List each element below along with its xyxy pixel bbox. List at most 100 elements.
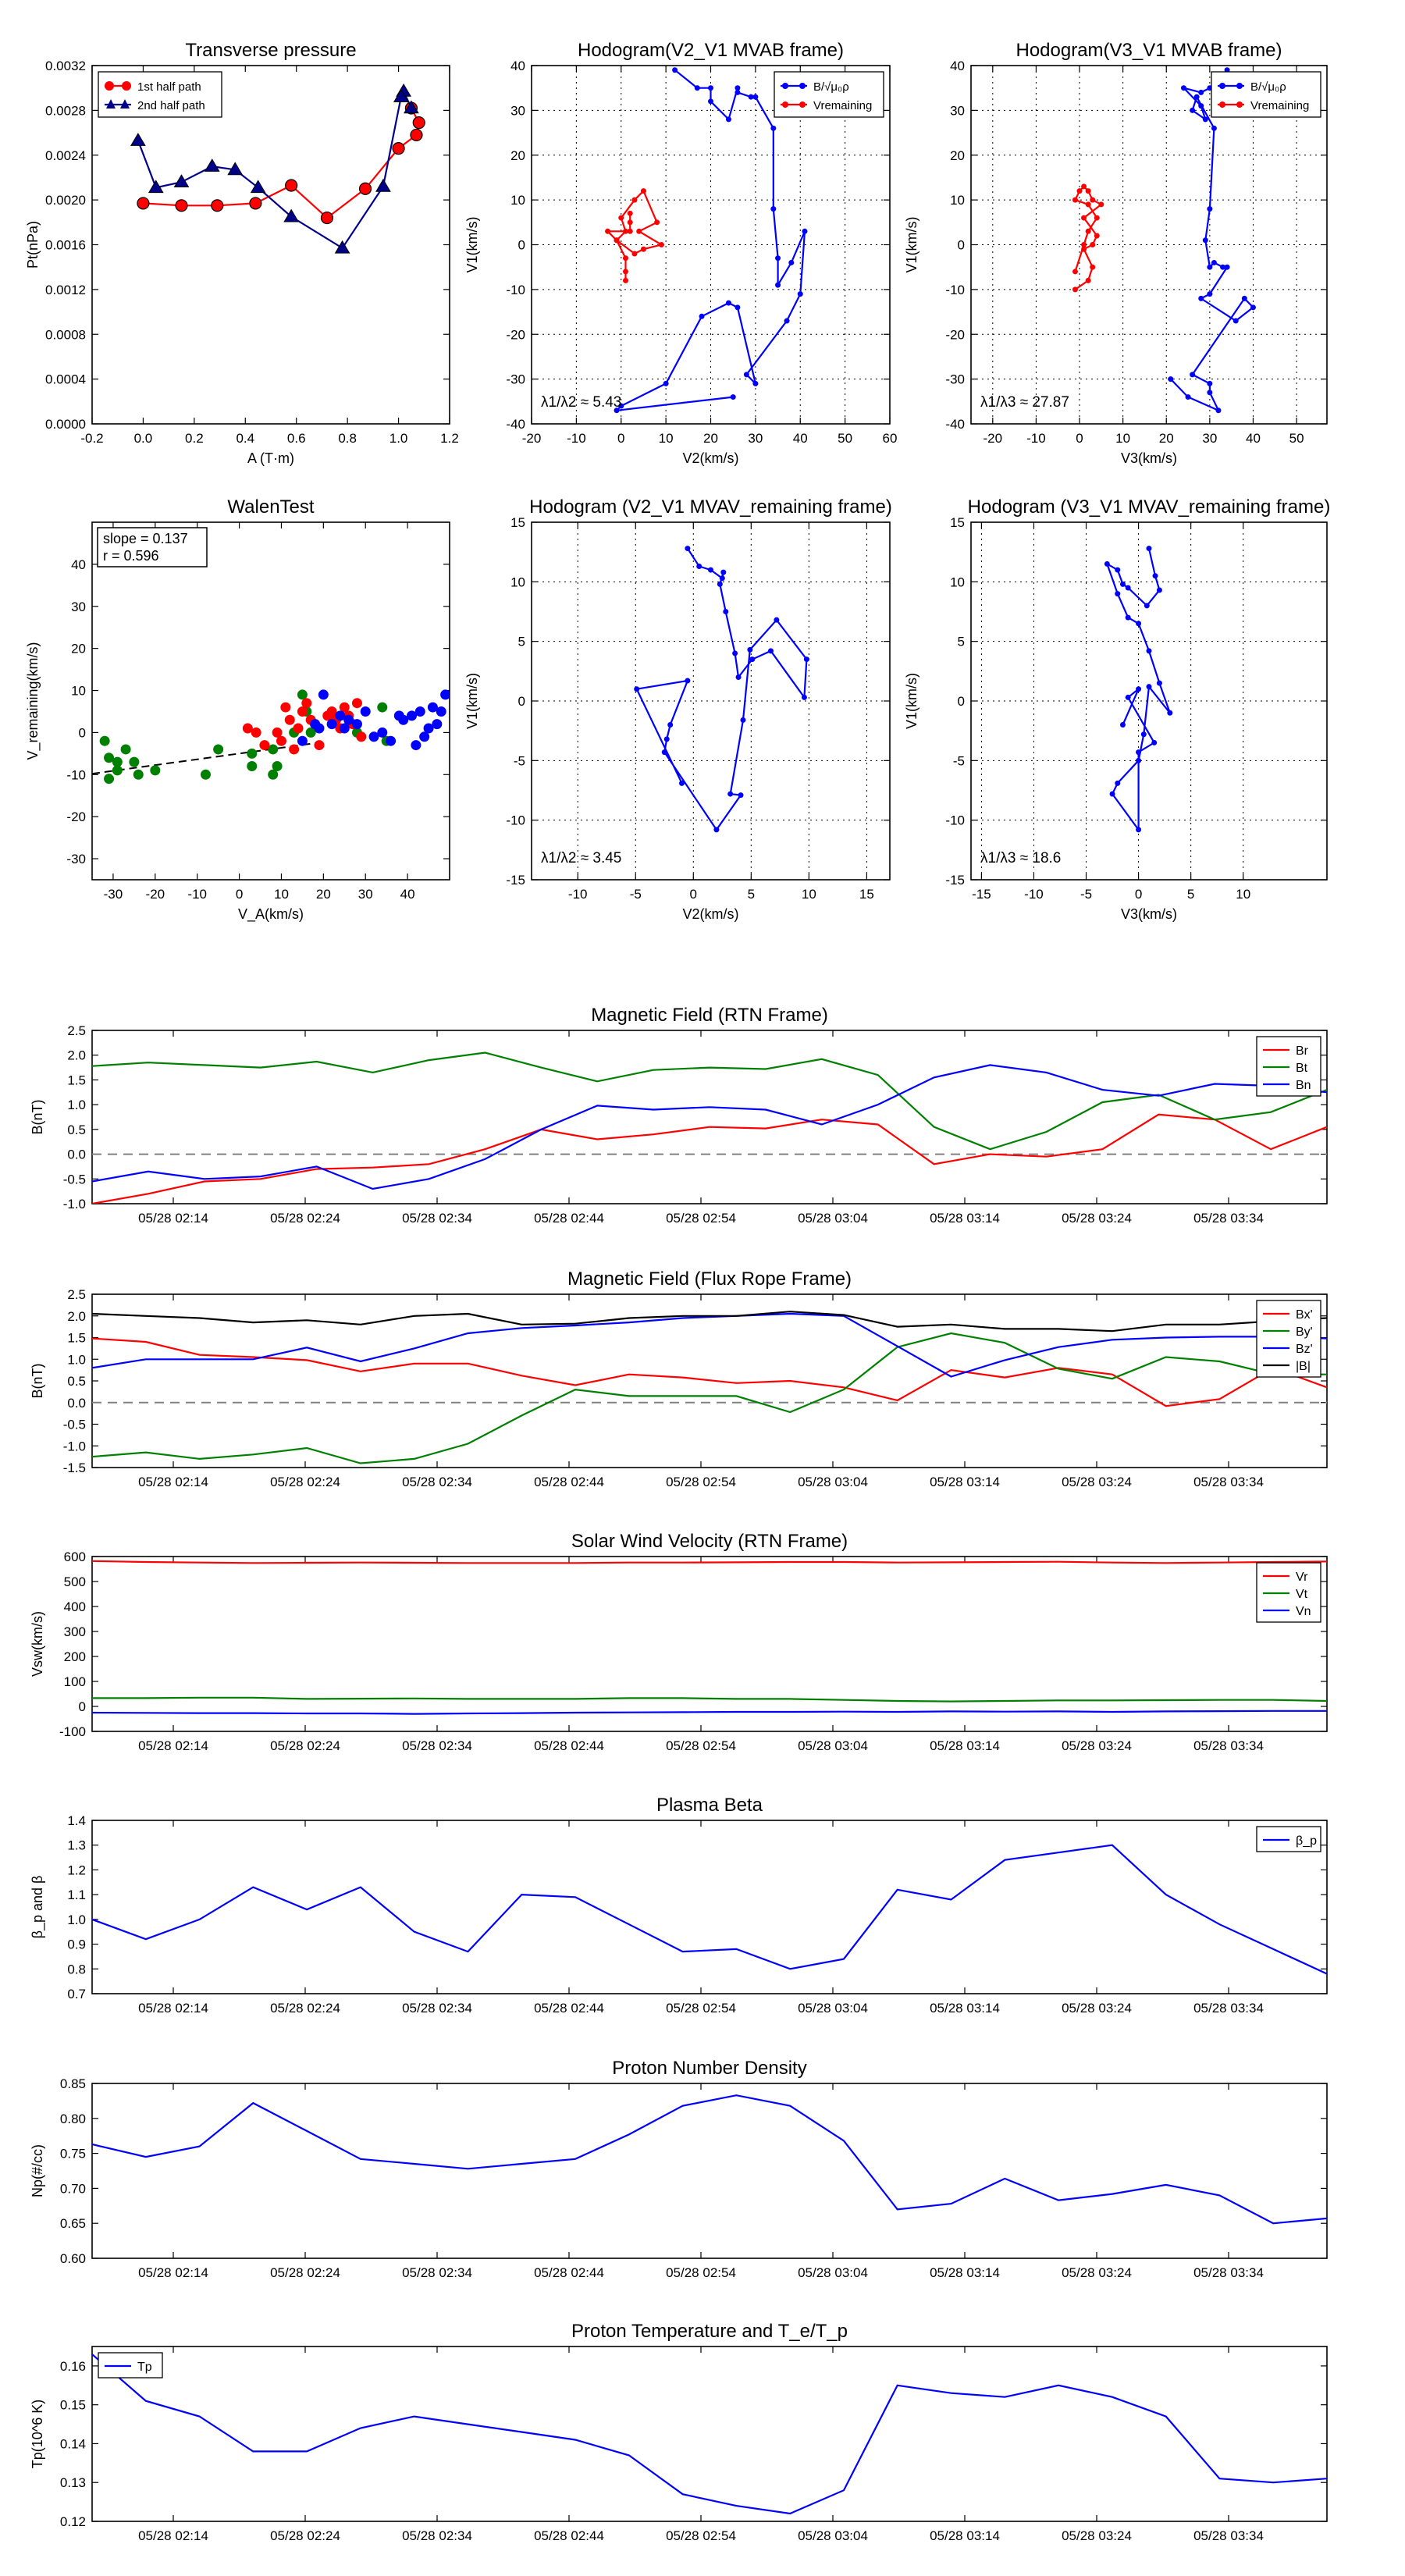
legend-marker bbox=[782, 101, 788, 108]
x-tick-label: 05/28 02:14 bbox=[138, 1475, 208, 1489]
y-tick-label: -20 bbox=[66, 809, 86, 824]
ratio-annotation: λ1/λ3 ≈ 27.87 bbox=[980, 394, 1069, 411]
scatter-point bbox=[356, 731, 367, 742]
x-tick-label: 0 bbox=[1135, 887, 1142, 902]
y-tick-label: 20 bbox=[71, 642, 86, 656]
chart-h1: Hodogram(V2_V1 MVAB frame) -20 -10 0 10 20 30 4… bbox=[464, 40, 897, 466]
data-point bbox=[663, 380, 669, 386]
y-tick-label: -15 bbox=[945, 873, 965, 888]
y-tick-label: 300 bbox=[64, 1624, 86, 1639]
y-axis-label: β_p and β bbox=[30, 1876, 46, 1939]
data-point bbox=[1090, 197, 1096, 203]
legend-marker bbox=[122, 81, 131, 91]
plot-frame bbox=[91, 1030, 1328, 1204]
x-tick-label: 05/28 02:14 bbox=[138, 2528, 208, 2543]
x-tick-label: -0.2 bbox=[80, 431, 103, 446]
data-point bbox=[640, 246, 646, 252]
y-tick-label: 0.80 bbox=[60, 2112, 86, 2126]
data-point bbox=[1207, 206, 1213, 212]
series-line-0 bbox=[92, 2094, 1327, 2225]
y-tick-label: 100 bbox=[64, 1674, 86, 1689]
data-point bbox=[699, 313, 705, 319]
data-point bbox=[1152, 573, 1158, 579]
data-point bbox=[627, 219, 633, 226]
x-tick-label: 40 bbox=[400, 887, 415, 902]
y-tick-label: 200 bbox=[64, 1649, 86, 1664]
scatter-point bbox=[351, 698, 362, 709]
data-point bbox=[717, 581, 723, 587]
x-tick-label: -10 bbox=[1024, 887, 1044, 902]
x-tick-label: 05/28 03:04 bbox=[798, 1475, 868, 1489]
data-point bbox=[618, 215, 624, 221]
chart-vsw: Solar Wind Velocity (RTN Frame) 05/28 02:… bbox=[30, 1531, 1328, 1753]
data-point bbox=[1136, 749, 1142, 756]
scatter-point bbox=[339, 723, 350, 734]
stats-text: slope = 0.137 bbox=[103, 531, 188, 546]
y-tick-label: 600 bbox=[64, 1550, 86, 1564]
data-point bbox=[412, 116, 425, 130]
x-tick-label: 30 bbox=[748, 431, 763, 446]
plot-frame bbox=[531, 521, 891, 881]
data-point bbox=[723, 609, 729, 614]
scatter-point bbox=[326, 719, 337, 730]
stats-text: r = 0.596 bbox=[103, 548, 159, 564]
scatter-point bbox=[297, 735, 308, 746]
legend-marker bbox=[1219, 83, 1225, 89]
data-point bbox=[1193, 94, 1200, 100]
x-tick-label: -10 bbox=[568, 887, 588, 902]
chart-title: Hodogram(V3_V1 MVAB frame) bbox=[1016, 40, 1282, 61]
data-point bbox=[1156, 587, 1162, 593]
series-line-0 bbox=[635, 548, 808, 831]
y-tick-label: 0.16 bbox=[60, 2359, 86, 2374]
chart-beta: Plasma Beta 05/28 02:14 05/28 02:24 05/28 0… bbox=[30, 1795, 1328, 2016]
data-point bbox=[743, 372, 749, 378]
legend-label: B/√μ₀ρ bbox=[1250, 80, 1286, 94]
x-tick-label: 15 bbox=[859, 887, 874, 902]
y-tick-label: 30 bbox=[950, 103, 965, 118]
scatter-point bbox=[213, 744, 224, 755]
y-tick-label: 1.0 bbox=[67, 1098, 86, 1112]
x-tick-label: 05/28 02:24 bbox=[270, 1211, 340, 1226]
scatter-point bbox=[301, 698, 312, 709]
data-point bbox=[636, 228, 642, 234]
ratio-annotation: λ1/λ3 ≈ 18.6 bbox=[980, 850, 1061, 866]
plot-area bbox=[92, 689, 450, 785]
scatter-point bbox=[419, 731, 430, 742]
scatter-point bbox=[284, 714, 295, 725]
data-point bbox=[227, 162, 244, 176]
data-point bbox=[1241, 295, 1247, 301]
plot-frame bbox=[970, 521, 1328, 881]
scatter-point bbox=[297, 689, 308, 700]
x-tick-label: 05/28 02:24 bbox=[270, 2528, 340, 2543]
scatter-point bbox=[414, 706, 425, 717]
plot-area bbox=[92, 1844, 1327, 1975]
y-tick-label: -10 bbox=[506, 283, 525, 297]
data-point bbox=[654, 219, 660, 226]
scatter-point bbox=[150, 765, 161, 776]
plot-area bbox=[634, 546, 809, 833]
chart-title: Proton Temperature and T_e/T_p bbox=[571, 2321, 848, 2342]
data-point bbox=[614, 407, 620, 414]
x-tick-label: 05/28 03:14 bbox=[930, 2528, 1000, 2543]
scatter-point bbox=[305, 727, 316, 738]
scatter-point bbox=[247, 748, 258, 759]
data-point bbox=[713, 827, 720, 833]
y-tick-label: 40 bbox=[71, 557, 86, 572]
data-point bbox=[358, 182, 372, 195]
series-line-0 bbox=[92, 1113, 1327, 1204]
y-tick-label: 10 bbox=[510, 193, 525, 208]
x-tick-label: 05/28 02:54 bbox=[666, 2001, 736, 2016]
y-tick-label: 0 bbox=[958, 694, 965, 709]
legend-label: β_p bbox=[1296, 1834, 1317, 1848]
y-tick-label: 0.0016 bbox=[45, 238, 86, 253]
data-point bbox=[1167, 710, 1173, 716]
x-tick-label: 0 bbox=[236, 887, 243, 902]
y-axis-label: V1(km/s) bbox=[904, 217, 919, 273]
x-tick-label: 0.6 bbox=[287, 431, 306, 446]
y-tick-label: 10 bbox=[510, 575, 525, 589]
x-tick-label: 05/28 02:24 bbox=[270, 1738, 340, 1753]
x-tick-label: 05/28 03:24 bbox=[1062, 2001, 1132, 2016]
y-tick-label: -30 bbox=[506, 372, 525, 387]
y-axis-label: B(nT) bbox=[30, 1364, 45, 1399]
chart-mag_rtn: Magnetic Field (RTN Frame) 05/28 02:14 05/… bbox=[30, 1005, 1328, 1226]
